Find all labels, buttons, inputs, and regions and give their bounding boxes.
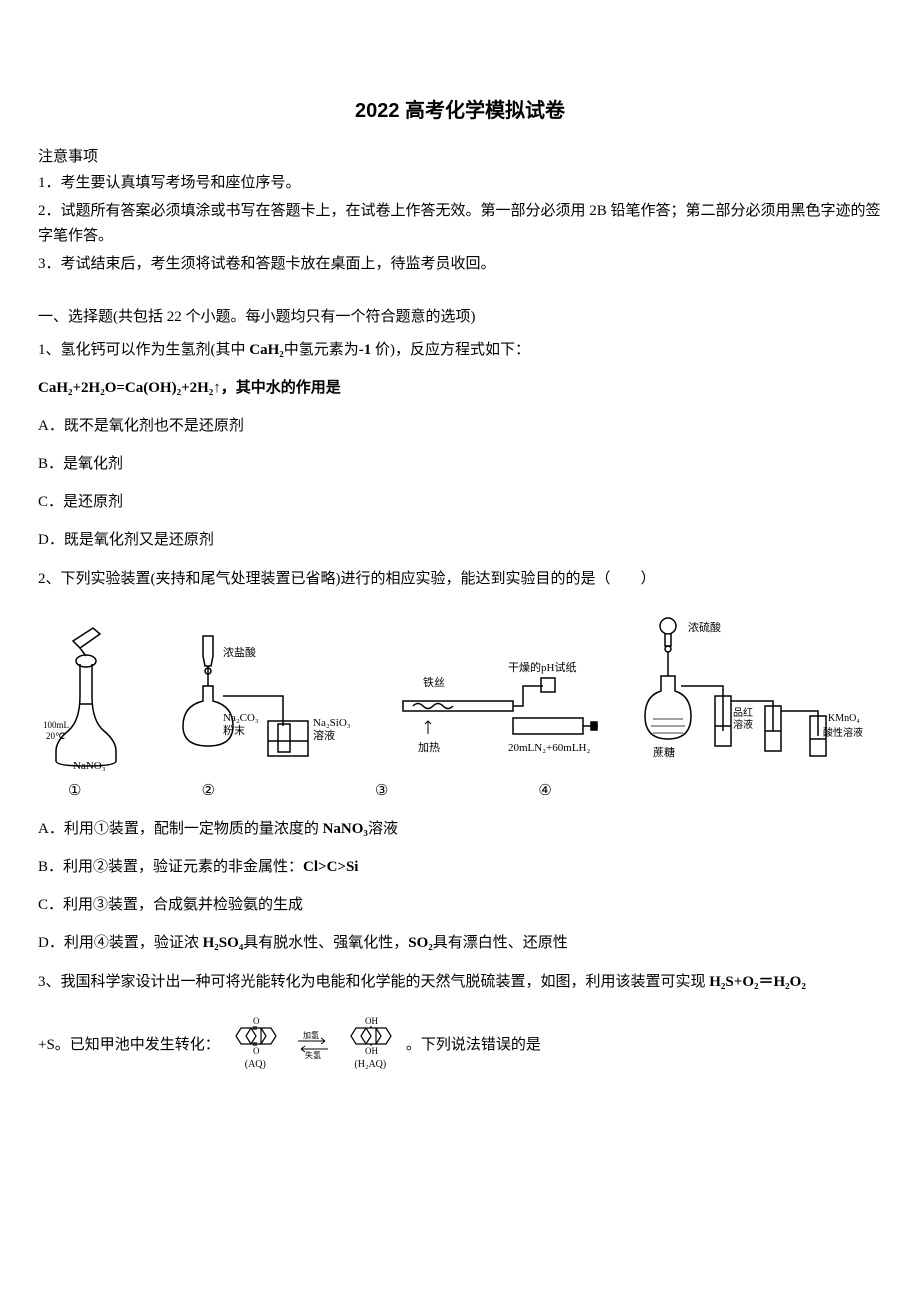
h2aq-label: (H₂AQ) xyxy=(354,1056,386,1074)
diagram-4: 浓硫酸 蔗糖 品红 溶液 KMnO₄ 酸性溶液 xyxy=(633,611,863,771)
question-3-stem-line2: +S。已知甲池中发生转化： O O (AQ) xyxy=(38,1016,882,1074)
svg-text:NaNO₃: NaNO₃ xyxy=(73,760,106,771)
svg-text:KMnO₄: KMnO₄ xyxy=(828,713,860,724)
q1-val: -1 xyxy=(359,342,372,358)
question-2-stem: 2、下列实验装置(夹持和尾气处理装置已省略)进行的相应实验，能达到实验目的的是（… xyxy=(38,566,882,593)
diagram-1: 100mL 20℃ NaNO₃ xyxy=(38,626,133,771)
aq-molecule: O O (AQ) xyxy=(228,1016,283,1074)
h2aq-molecule: OH OH (H₂AQ) xyxy=(343,1016,398,1074)
q2d-chem1: H₂SO₄ xyxy=(203,935,244,951)
q1-equation: CaH₂+2H₂O=Ca(OH)₂+2H₂↑，其中水的作用是 xyxy=(38,376,882,400)
q1-option-d: D．既是氧化剂又是还原剂 xyxy=(38,528,882,552)
svg-text:溶液: 溶液 xyxy=(733,718,753,731)
q2-option-a: A．利用①装置，配制一定物质的量浓度的 NaNO₃溶液 xyxy=(38,817,882,841)
page-title: 2022 高考化学模拟试卷 xyxy=(38,95,882,127)
q3-line2-suffix: 。下列说法错误的是 xyxy=(406,1032,541,1059)
aq-label: (AQ) xyxy=(245,1056,266,1074)
q2d-suffix: 具有漂白性、还原性 xyxy=(433,935,568,951)
svg-text:失氢: 失氢 xyxy=(305,1050,321,1060)
diagram-4-svg: 浓硫酸 蔗糖 品红 溶液 KMnO₄ 酸性溶液 xyxy=(633,611,863,771)
svg-text:蔗糖: 蔗糖 xyxy=(653,745,675,759)
svg-text:Na₂CO₃: Na₂CO₃ xyxy=(223,712,259,724)
diagram-label-2: ② xyxy=(201,779,214,803)
svg-text:OH: OH xyxy=(365,1016,378,1026)
q1-option-c: C．是还原剂 xyxy=(38,490,882,514)
diagram-label-3: ③ xyxy=(375,779,388,803)
q2-option-d: D．利用④装置，验证浓 H₂SO₄具有脱水性、强氧化性，SO₂具有漂白性、还原性 xyxy=(38,931,882,955)
reaction-arrows-icon: 加氢 失氢 xyxy=(293,1030,333,1060)
q3-chem: H₂S+O₂＝H₂O₂ xyxy=(709,974,806,990)
notice-item-2: 2．试题所有答案必须填涂或书写在答题卡上，在试卷上作答无效。第一部分必须用 2B… xyxy=(38,199,882,250)
q2a-prefix: A．利用①装置，配制一定物质的量浓度的 xyxy=(38,821,323,837)
notice-heading: 注意事项 xyxy=(38,145,882,169)
svg-text:20℃: 20℃ xyxy=(46,731,65,741)
q2d-mid: 具有脱水性、强氧化性， xyxy=(243,935,408,951)
q3-prefix: 3、我国科学家设计出一种可将光能转化为电能和化学能的天然气脱硫装置，如图，利用该… xyxy=(38,974,709,990)
q1-option-b: B．是氧化剂 xyxy=(38,452,882,476)
diagram-2-svg: 浓盐酸 Na₂CO₃ 粉末 Na₂SiO₃ 溶液 xyxy=(163,626,363,771)
q1-option-a: A．既不是氧化剂也不是还原剂 xyxy=(38,414,882,438)
q1-chem: CaH₂ xyxy=(249,342,284,358)
q1-stem-suffix: 价)，反应方程式如下： xyxy=(371,342,530,358)
svg-text:Na₂SiO₃: Na₂SiO₃ xyxy=(313,717,351,729)
q2b-chem: Cl>C>Si xyxy=(303,859,358,875)
notice-item-3: 3．考试结束后，考生须将试卷和答题卡放在桌面上，待监考员收回。 xyxy=(38,252,882,278)
question-3-stem-line1: 3、我国科学家设计出一种可将光能转化为电能和化学能的天然气脱硫装置，如图，利用该… xyxy=(38,969,882,996)
diagram-3-svg: 铁丝 加热 干燥的pH试纸 20mLN₂+60mLH₂ xyxy=(393,626,603,771)
section-heading: 一、选择题(共包括 22 个小题。每小题均只有一个符合题意的选项) xyxy=(38,305,882,329)
svg-text:酸性溶液: 酸性溶液 xyxy=(823,726,863,739)
q2a-chem: NaNO₃ xyxy=(323,821,368,837)
svg-text:干燥的pH试纸: 干燥的pH试纸 xyxy=(508,660,576,674)
q2-option-b: B．利用②装置，验证元素的非金属性：Cl>C>Si xyxy=(38,855,882,879)
diagram-label-1: ① xyxy=(68,779,81,803)
diagram-label-4: ④ xyxy=(538,779,551,803)
q2-diagrams: 100mL 20℃ NaNO₃ 浓盐酸 Na₂CO₃ xyxy=(38,611,882,771)
diagram-3: 铁丝 加热 干燥的pH试纸 20mLN₂+60mLH₂ xyxy=(393,626,603,771)
svg-text:加氢: 加氢 xyxy=(303,1030,319,1040)
diagram-labels-row: ① ② ③ ④ xyxy=(38,779,882,803)
q1-stem-mid: 中氢元素为 xyxy=(284,342,359,358)
diagram-1-svg: 100mL 20℃ NaNO₃ xyxy=(38,626,133,771)
svg-text:O: O xyxy=(253,1046,260,1056)
svg-text:品红: 品红 xyxy=(733,706,753,719)
aq-structure-icon: O O xyxy=(228,1016,283,1056)
h2aq-structure-icon: OH OH xyxy=(343,1016,398,1056)
q2-option-c: C．利用③装置，合成氨并检验氨的生成 xyxy=(38,893,882,917)
svg-text:粉末: 粉末 xyxy=(223,723,245,737)
svg-text:OH: OH xyxy=(365,1046,378,1056)
q2b-prefix: B．利用②装置，验证元素的非金属性： xyxy=(38,859,303,875)
svg-text:浓盐酸: 浓盐酸 xyxy=(223,645,256,659)
svg-text:铁丝: 铁丝 xyxy=(423,676,445,689)
svg-text:O: O xyxy=(253,1016,260,1026)
q1-stem-prefix: 1、氢化钙可以作为生氢剂(其中 xyxy=(38,342,249,358)
q2d-chem2: SO₂ xyxy=(408,935,433,951)
q2a-suffix: 溶液 xyxy=(368,821,398,837)
svg-text:溶液: 溶液 xyxy=(313,728,335,742)
svg-text:加热: 加热 xyxy=(418,741,440,754)
svg-text:20mLN₂+60mLH₂: 20mLN₂+60mLH₂ xyxy=(508,742,590,754)
question-1-stem: 1、氢化钙可以作为生氢剂(其中 CaH₂中氢元素为-1 价)，反应方程式如下： xyxy=(38,337,882,364)
q3-line2-prefix: +S。已知甲池中发生转化： xyxy=(38,1032,220,1059)
q3-reaction-diagram: O O (AQ) 加氢 失氢 xyxy=(228,1016,398,1074)
svg-text:浓硫酸: 浓硫酸 xyxy=(688,620,721,634)
notice-item-1: 1．考生要认真填写考场号和座位序号。 xyxy=(38,171,882,197)
q2d-prefix: D．利用④装置，验证浓 xyxy=(38,935,203,951)
svg-text:100mL: 100mL xyxy=(43,720,69,730)
diagram-2: 浓盐酸 Na₂CO₃ 粉末 Na₂SiO₃ 溶液 xyxy=(163,626,363,771)
